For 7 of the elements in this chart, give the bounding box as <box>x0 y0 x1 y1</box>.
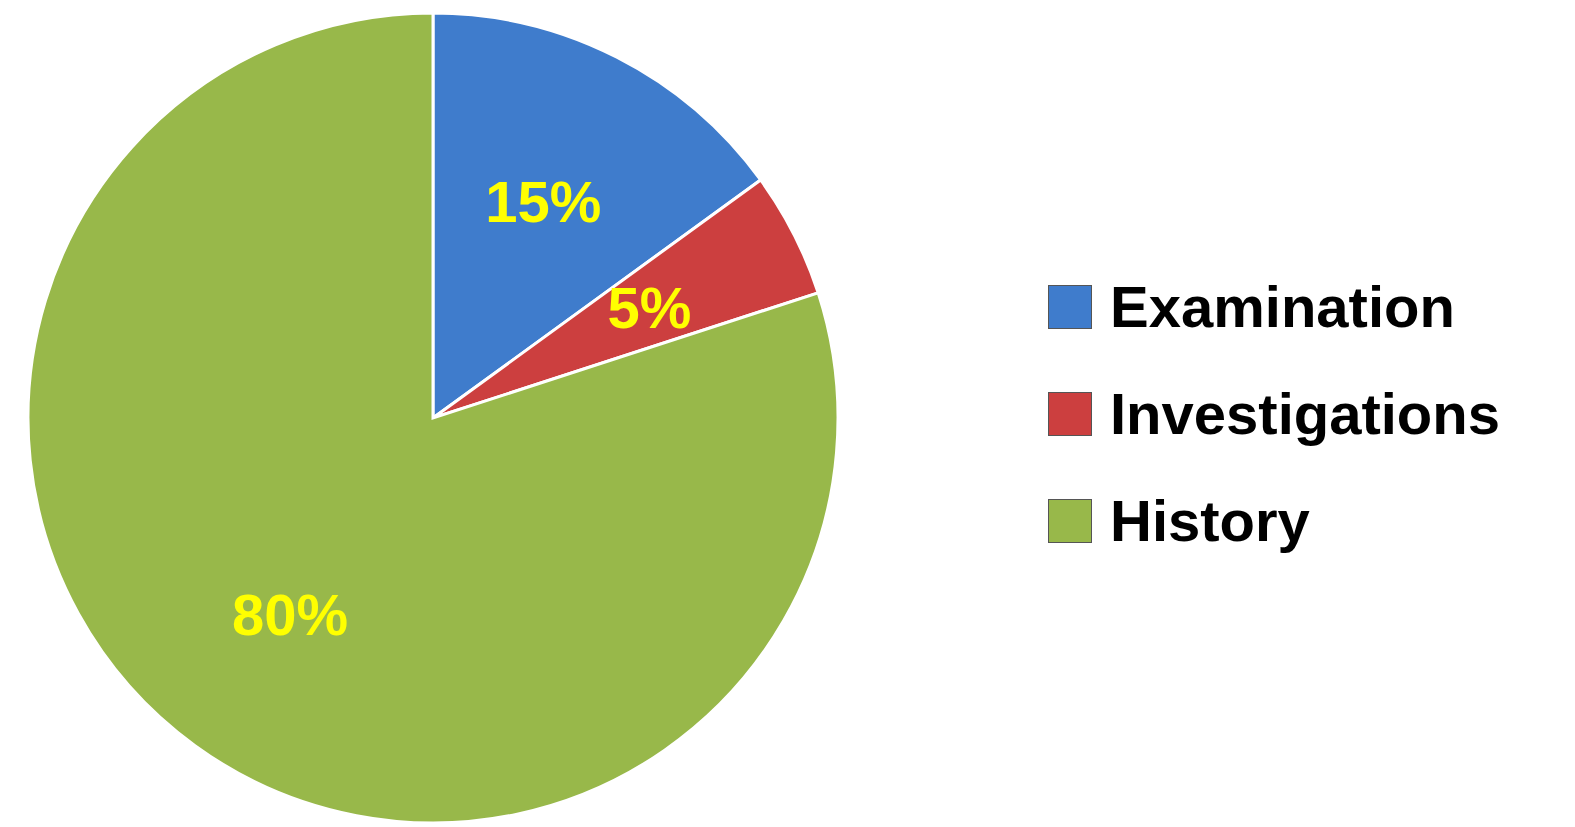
legend-label: History <box>1110 487 1310 554</box>
pie-slice <box>26 11 839 825</box>
legend-label: Examination <box>1110 273 1455 340</box>
data-label: 15% <box>485 168 602 234</box>
data-label: 5% <box>607 275 692 341</box>
legend-label: Investigations <box>1110 380 1500 447</box>
data-label: 80% <box>232 582 349 648</box>
